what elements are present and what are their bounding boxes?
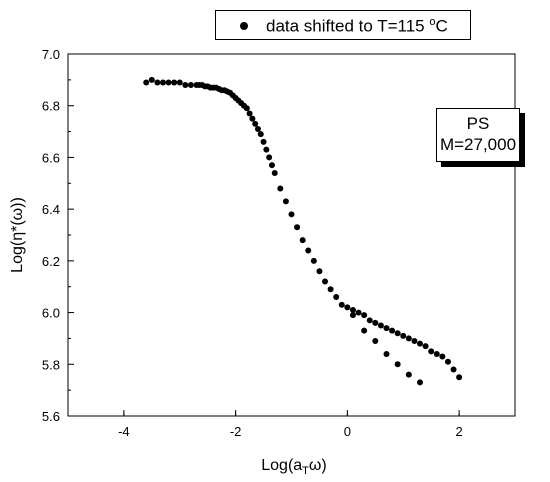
data-points: [143, 76, 463, 386]
x-tick-label: -4: [118, 424, 130, 439]
data-point: [372, 338, 379, 345]
data-point: [394, 361, 401, 368]
data-point: [254, 125, 261, 132]
data-point: [257, 131, 264, 138]
data-point: [422, 343, 429, 350]
data-point: [355, 309, 362, 316]
data-point: [260, 138, 267, 145]
data-point: [187, 82, 194, 89]
data-point: [305, 247, 312, 254]
y-tick-label: 6.2: [42, 254, 60, 269]
data-point: [417, 379, 424, 386]
x-tick-label: -2: [230, 424, 242, 439]
data-point: [159, 79, 166, 86]
data-point: [377, 322, 384, 329]
data-point: [182, 82, 189, 89]
data-point: [327, 286, 334, 293]
data-point: [322, 278, 329, 285]
data-point: [299, 237, 306, 244]
y-tick-label: 6.6: [42, 150, 60, 165]
y-tick-label: 6.0: [42, 306, 60, 321]
data-point: [389, 327, 396, 334]
data-point: [450, 366, 457, 373]
data-point: [282, 198, 289, 205]
data-point: [344, 304, 351, 311]
data-point: [243, 105, 250, 112]
data-point: [338, 301, 345, 308]
data-point: [361, 327, 368, 334]
data-point: [400, 332, 407, 339]
y-axis-title: Log(η*(ω)): [9, 197, 26, 273]
annotation-line-1: PS: [466, 114, 490, 133]
data-point: [333, 294, 340, 301]
legend-marker-icon: [240, 22, 248, 30]
data-point: [405, 371, 412, 378]
x-tick-label: 0: [344, 424, 351, 439]
data-point: [411, 338, 418, 345]
data-point: [266, 154, 273, 161]
data-point: [268, 162, 275, 169]
data-point: [439, 353, 446, 360]
data-point: [428, 348, 435, 355]
data-point: [246, 110, 253, 117]
data-point: [349, 306, 356, 313]
annotation-line-2: M=27,000: [439, 135, 517, 154]
data-point: [294, 224, 301, 231]
data-point: [417, 340, 424, 347]
data-point: [143, 79, 150, 86]
legend: data shifted to T=115 oC: [215, 10, 471, 40]
data-point: [176, 79, 183, 86]
data-point: [405, 335, 412, 342]
data-point: [249, 115, 256, 122]
data-point: [383, 350, 390, 357]
data-point: [263, 146, 270, 153]
y-tick-label: 6.4: [42, 202, 60, 217]
data-point: [456, 374, 463, 381]
y-tick-label: 5.6: [42, 409, 60, 424]
data-point: [148, 76, 155, 83]
data-point: [383, 325, 390, 332]
y-tick-label: 6.8: [42, 99, 60, 114]
data-point: [394, 330, 401, 337]
data-point: [372, 319, 379, 326]
y-tick-label: 5.8: [42, 357, 60, 372]
x-axis-title: Log(aTω): [261, 457, 326, 477]
data-point: [310, 257, 317, 264]
data-point: [349, 312, 356, 319]
data-point: [444, 358, 451, 365]
axis-ticks: -4 -2 0 2 5.6 5.8 6.0 6.2 6.4 6.6 6.8 7.0: [42, 47, 463, 439]
data-point: [252, 120, 259, 127]
legend-label: data shifted to T=115 oC: [266, 16, 448, 36]
data-point: [154, 79, 161, 86]
annotation-box: PS M=27,000: [436, 108, 520, 162]
data-point: [366, 317, 373, 324]
data-point: [171, 79, 178, 86]
data-point: [316, 268, 323, 275]
data-point: [361, 312, 368, 319]
x-tick-label: 2: [456, 424, 463, 439]
y-tick-label: 7.0: [42, 47, 60, 62]
data-point: [277, 185, 284, 192]
data-point: [433, 350, 440, 357]
data-point: [288, 211, 295, 218]
data-point: [271, 169, 278, 176]
data-point: [165, 79, 172, 86]
